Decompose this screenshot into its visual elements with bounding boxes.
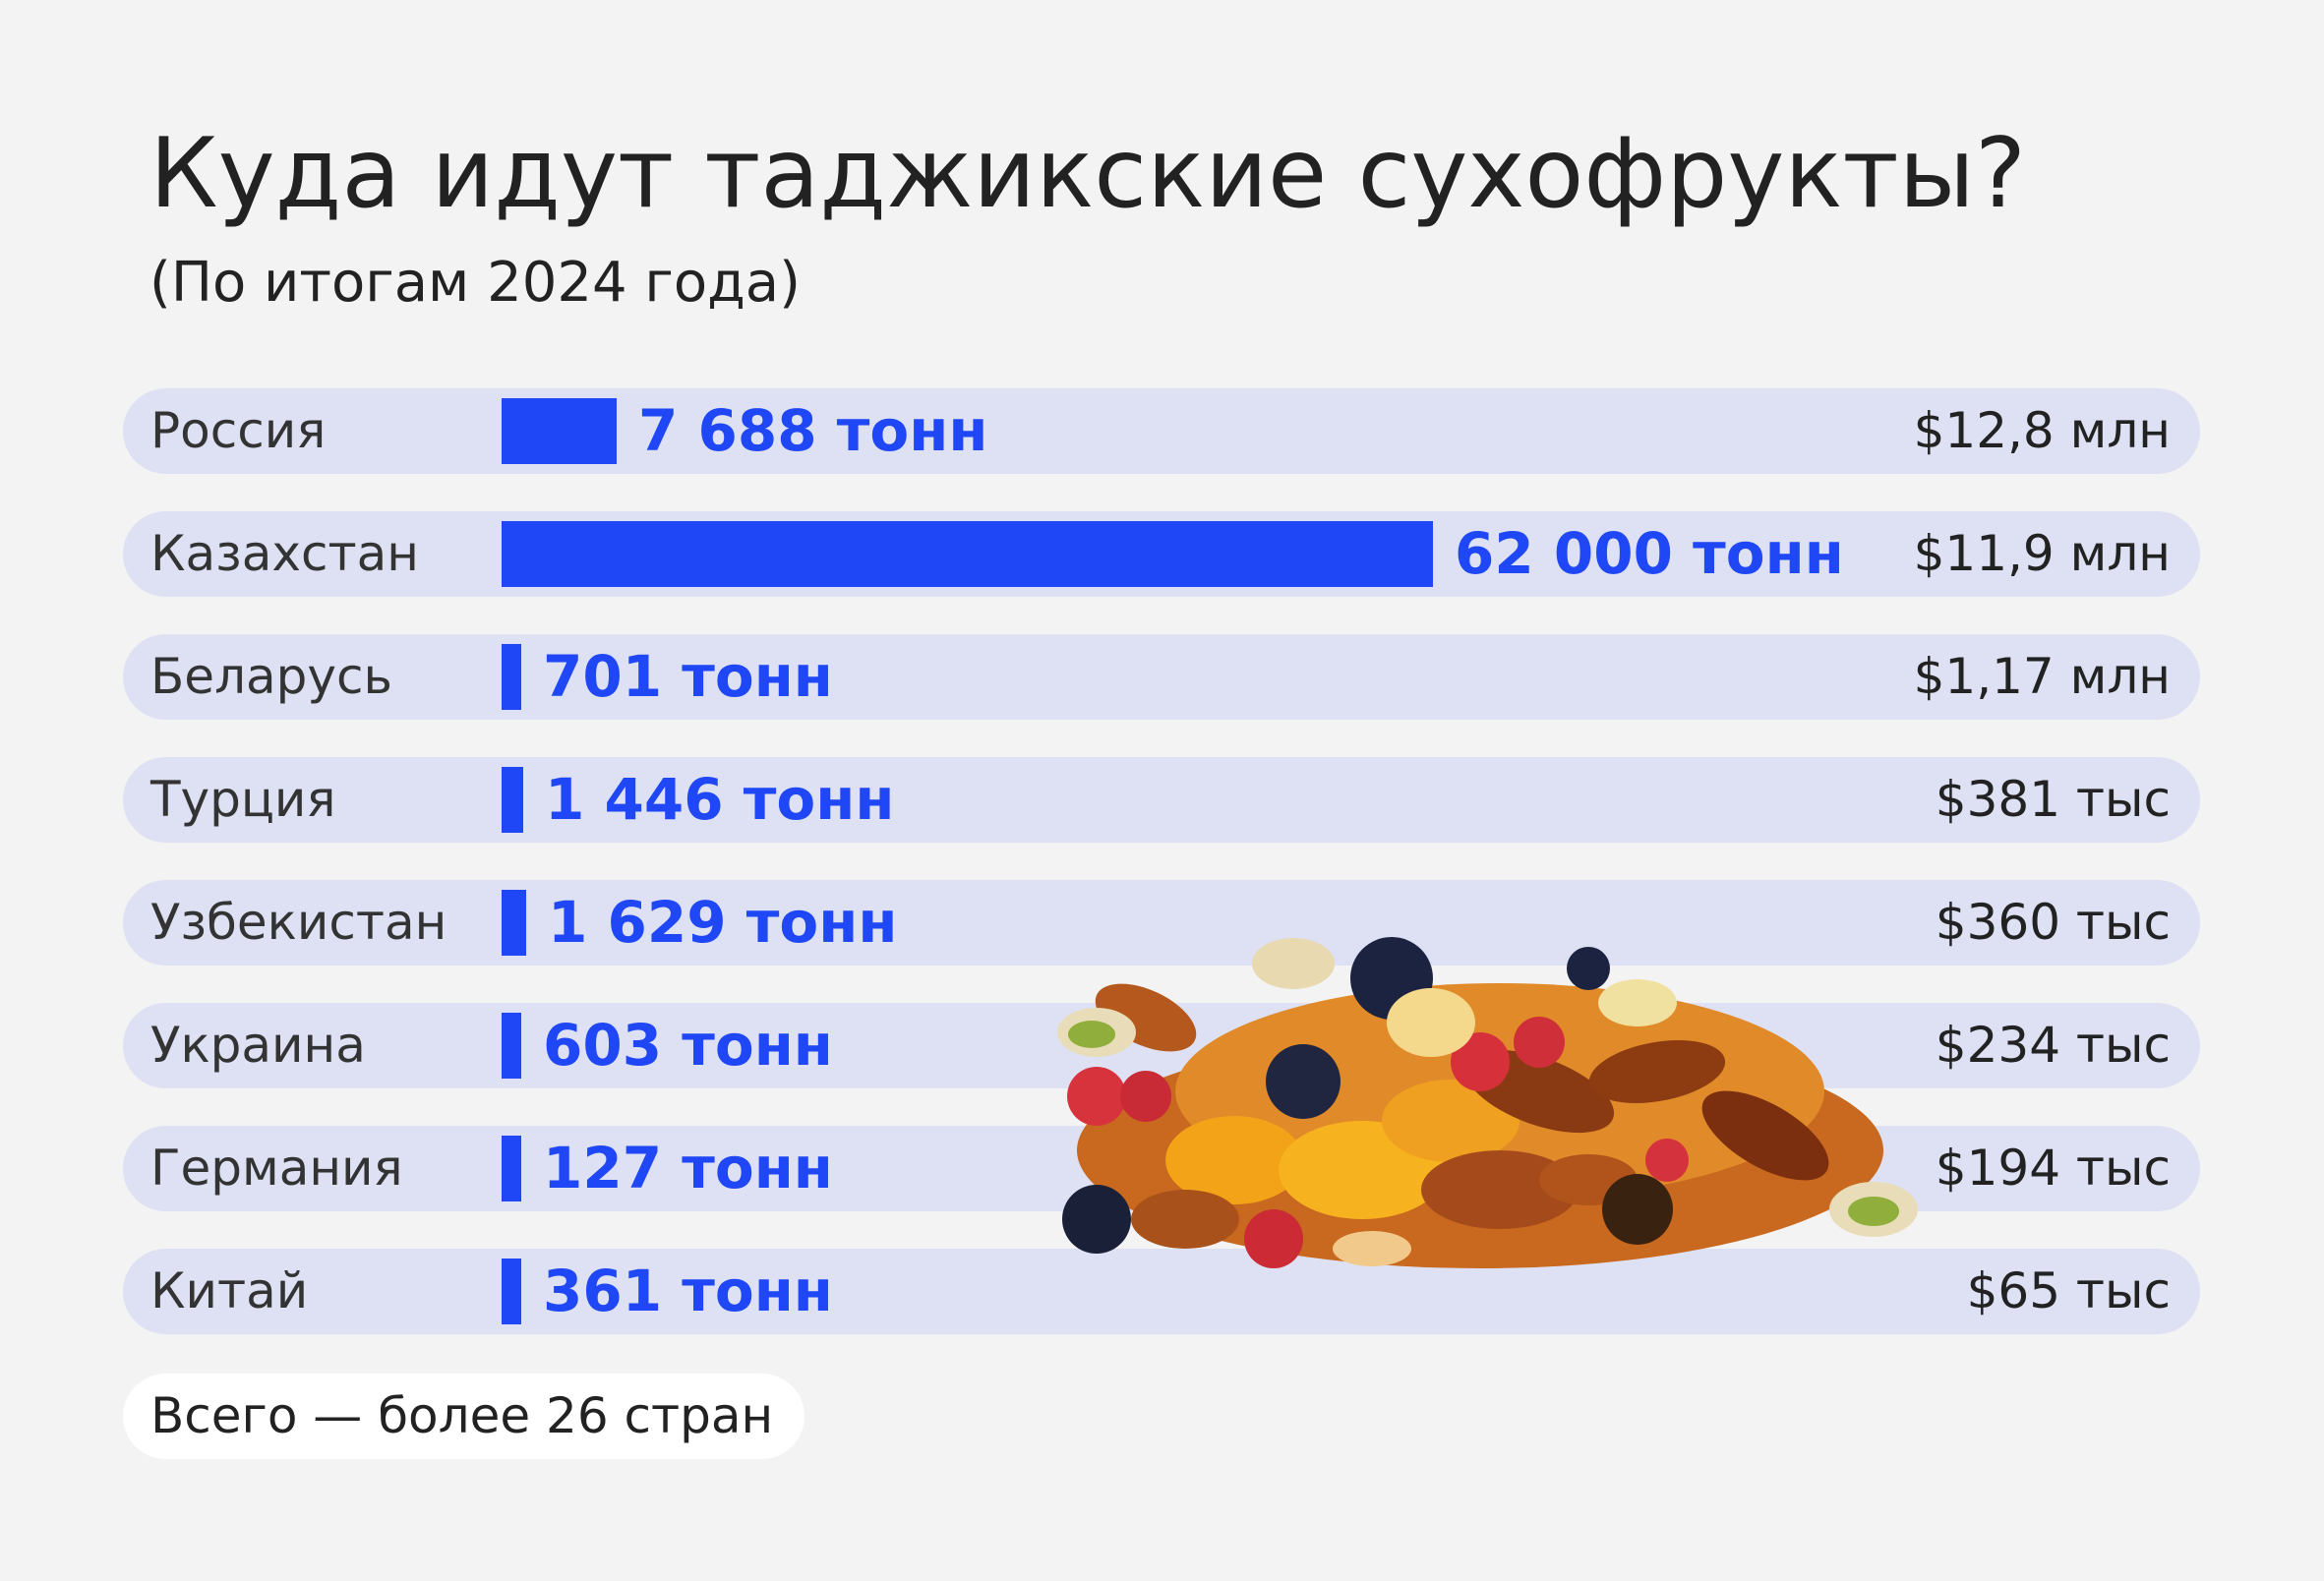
bar (502, 521, 1433, 587)
chart-row: Россия 7 688 тонн $12,8 млн (123, 388, 2200, 474)
export-value-label: $360 тыс (1935, 894, 2171, 951)
export-value-label: $234 тыс (1935, 1017, 2171, 1074)
country-label: Казахстан (150, 525, 419, 582)
bar (502, 767, 523, 833)
chart-row: Казахстан 62 000 тонн $11,9 млн (123, 511, 2200, 597)
country-label: Китай (150, 1262, 309, 1319)
country-label: Россия (150, 402, 327, 459)
bar (502, 1013, 521, 1079)
page-subtitle: (По итогам 2024 года) (149, 251, 801, 315)
dried-fruits-pile-icon (1057, 937, 1918, 1268)
chart-row: Узбекистан 1 629 тонн $360 тыс (123, 880, 2200, 966)
bar-value-label: 62 000 тонн (1455, 520, 1844, 587)
bar-value-label: 1 629 тонн (548, 889, 898, 956)
country-label: Турция (150, 771, 336, 828)
chart-row: Китай 361 тонн $65 тыс (123, 1249, 2200, 1334)
bar-value-label: 603 тонн (543, 1012, 833, 1079)
export-value-label: $381 тыс (1935, 771, 2171, 828)
bar-value-label: 127 тонн (543, 1135, 833, 1201)
country-label: Германия (150, 1140, 403, 1197)
export-value-label: $194 тыс (1935, 1140, 2171, 1197)
export-value-label: $12,8 млн (1913, 402, 2171, 459)
bar-value-label: 701 тонн (543, 643, 833, 710)
countries-total-badge: Всего — более 26 стран (123, 1374, 805, 1459)
bar (502, 644, 521, 710)
bar-value-label: 1 446 тонн (545, 766, 895, 833)
bar (502, 398, 617, 464)
bar (502, 890, 526, 956)
chart-row: Турция 1 446 тонн $381 тыс (123, 757, 2200, 843)
bar-value-label: 7 688 тонн (638, 397, 988, 464)
chart-row: Беларусь 701 тонн $1,17 млн (123, 634, 2200, 720)
bar (502, 1259, 521, 1324)
page-title: Куда идут таджикские сухофрукты? (149, 118, 2026, 230)
country-label: Беларусь (150, 648, 392, 705)
export-value-label: $11,9 млн (1913, 525, 2171, 582)
country-label: Узбекистан (150, 894, 447, 951)
export-value-label: $1,17 млн (1913, 648, 2171, 705)
bar (502, 1136, 521, 1201)
country-label: Украина (150, 1017, 366, 1074)
export-value-label: $65 тыс (1966, 1262, 2171, 1319)
bar-value-label: 361 тонн (543, 1258, 833, 1324)
